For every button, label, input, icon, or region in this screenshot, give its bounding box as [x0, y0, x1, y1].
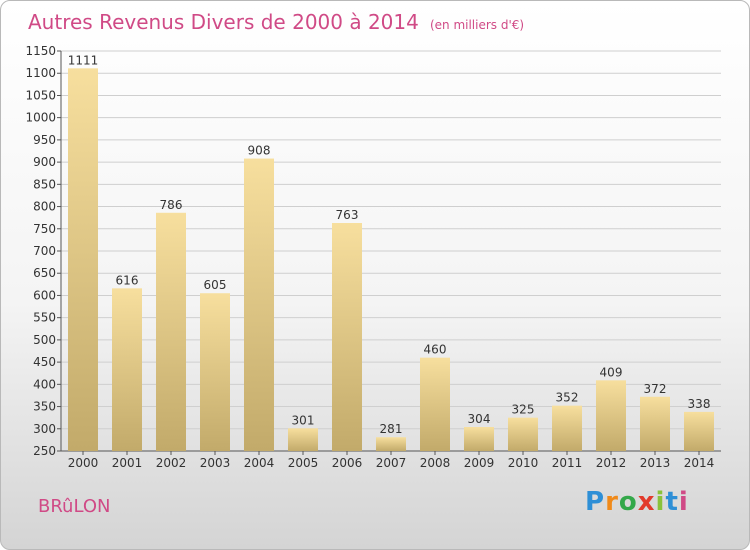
- proxiti-logo: Proxiti: [585, 487, 689, 517]
- data-label: 1111: [68, 53, 99, 67]
- x-tick-label: 2007: [376, 456, 407, 470]
- y-tick-label: 800: [33, 200, 56, 214]
- x-tick-label: 2014: [684, 456, 715, 470]
- y-tick-label: 350: [33, 400, 56, 414]
- x-tick-label: 2006: [332, 456, 363, 470]
- y-tick-label: 550: [33, 311, 56, 325]
- y-tick-label: 400: [33, 377, 56, 391]
- chart-title-block: Autres Revenus Divers de 2000 à 2014 (en…: [28, 10, 524, 34]
- y-tick-label: 250: [33, 444, 56, 458]
- data-labels: 1111 616 786 605 908 301 763 281 460 304 325 352 409…: [68, 53, 711, 436]
- bar-2009: [464, 427, 494, 451]
- bar-2007: [376, 437, 406, 451]
- logo-letter: i: [678, 487, 689, 517]
- bar-2014: [684, 411, 714, 451]
- data-label: 605: [204, 278, 227, 292]
- x-tick-label: 2010: [508, 456, 539, 470]
- data-label: 908: [248, 144, 271, 158]
- chart-title: Autres Revenus Divers de 2000 à 2014: [28, 10, 419, 34]
- data-label: 304: [468, 412, 491, 426]
- x-tick-label: 2008: [420, 456, 451, 470]
- y-tick-label: 450: [33, 355, 56, 369]
- data-label: 281: [380, 422, 403, 436]
- logo-letter: i: [655, 487, 666, 517]
- data-label: 338: [688, 397, 711, 411]
- y-tick-label: 500: [33, 333, 56, 347]
- data-label: 460: [424, 343, 447, 357]
- bar-2013: [640, 396, 670, 451]
- bar-2006: [332, 223, 362, 451]
- bar-2004: [244, 158, 274, 452]
- axes: 250 300 350 400 450 500 550 600 650 700 750 800 850 9…: [25, 44, 721, 470]
- data-label: 786: [160, 198, 183, 212]
- x-tick-label: 2005: [288, 456, 319, 470]
- y-tick-label: 650: [33, 266, 56, 280]
- x-tick-label: 2003: [200, 456, 231, 470]
- bar-2011: [552, 405, 582, 451]
- x-tick-label: 2011: [552, 456, 583, 470]
- x-tick-label: 2002: [156, 456, 187, 470]
- y-tick-label: 300: [33, 422, 56, 436]
- y-tick-label: 1100: [25, 66, 56, 80]
- data-label: 409: [600, 365, 623, 379]
- bar-2001: [112, 288, 142, 451]
- bar-2002: [156, 212, 186, 451]
- bar-2012: [596, 380, 626, 451]
- bars: [68, 68, 714, 452]
- y-tick-label: 600: [33, 288, 56, 302]
- bar-2010: [508, 417, 538, 451]
- logo-letter: o: [618, 487, 638, 517]
- bar-2005: [288, 428, 318, 451]
- y-tick-label: 700: [33, 244, 56, 258]
- data-label: 763: [336, 208, 359, 222]
- logo-letter: x: [637, 487, 656, 517]
- logo-letter: r: [605, 487, 619, 517]
- bar-2000: [68, 68, 98, 451]
- y-tick-label: 900: [33, 155, 56, 169]
- data-label: 372: [644, 382, 667, 396]
- bar-2003: [200, 293, 230, 451]
- x-tick-label: 2009: [464, 456, 495, 470]
- y-tick-label: 750: [33, 222, 56, 236]
- x-tick-label: 2004: [244, 456, 275, 470]
- x-tick-label: 2000: [68, 456, 99, 470]
- y-tick-label: 850: [33, 177, 56, 191]
- data-label: 616: [116, 273, 139, 287]
- data-label: 325: [512, 403, 535, 417]
- y-tick-label: 1150: [25, 44, 56, 58]
- chart-subtitle: (en milliers d'€): [429, 18, 525, 32]
- logo-letter: t: [665, 487, 679, 517]
- data-label: 352: [556, 391, 579, 405]
- x-tick-label: 2012: [596, 456, 627, 470]
- logo-letter: P: [585, 487, 606, 517]
- x-tick-label: 2013: [640, 456, 671, 470]
- y-tick-label: 950: [33, 133, 56, 147]
- x-tick-label: 2001: [112, 456, 143, 470]
- bar-2008: [420, 357, 450, 451]
- y-tick-label: 1000: [25, 111, 56, 125]
- commune-name: BRûLON: [38, 496, 111, 517]
- y-tick-label: 1050: [25, 88, 56, 102]
- data-label: 301: [292, 413, 315, 427]
